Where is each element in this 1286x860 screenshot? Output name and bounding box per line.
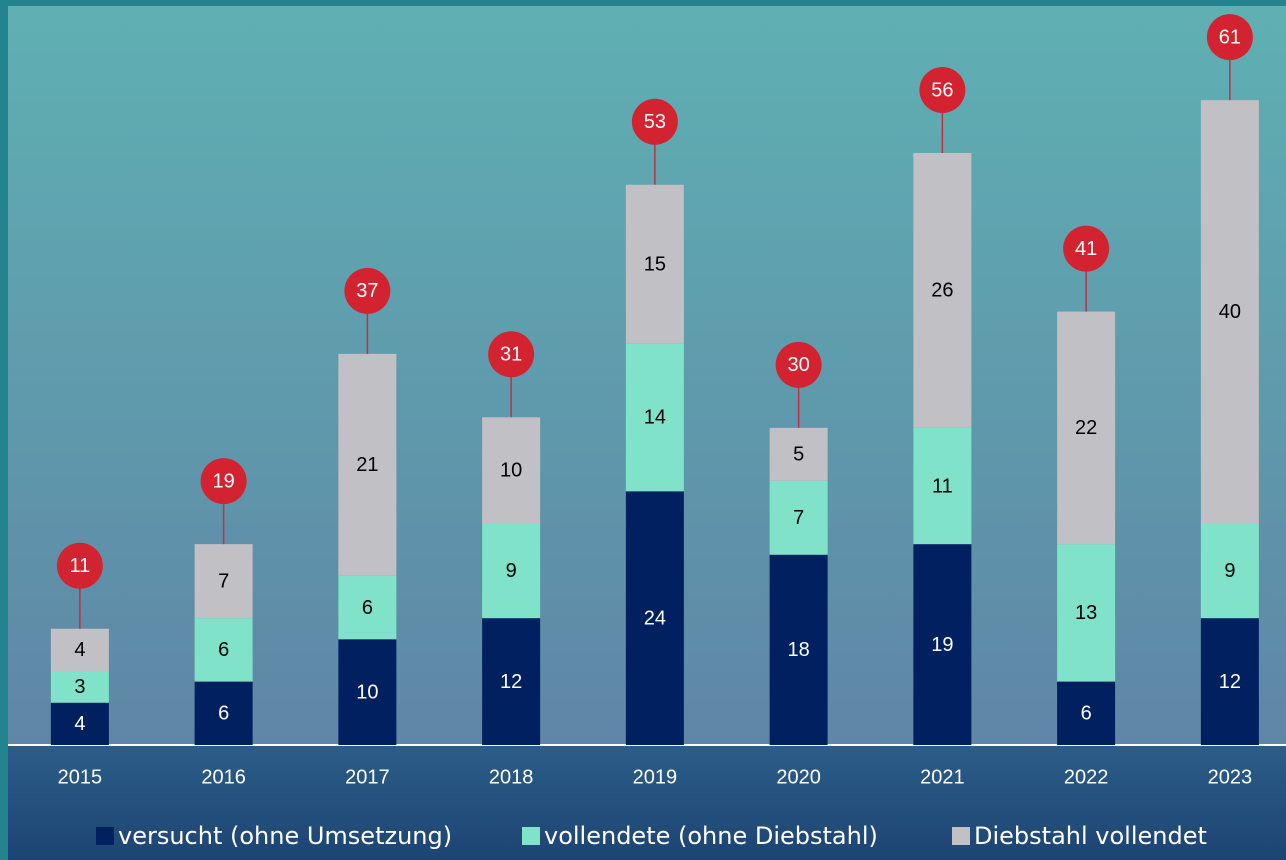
value-label: 14 <box>644 407 666 429</box>
total-label: 53 <box>644 111 666 133</box>
legend-swatch <box>96 827 114 845</box>
total-label: 30 <box>788 354 810 376</box>
total-label: 11 <box>69 555 90 577</box>
bar-segment <box>482 417 541 523</box>
bar-segment <box>913 544 972 745</box>
total-marker <box>1063 225 1110 272</box>
bar-segment <box>194 618 253 682</box>
value-label: 15 <box>644 253 666 275</box>
x-tick-label: 2021 <box>920 766 965 788</box>
bar-segment <box>1200 100 1259 524</box>
value-label: 6 <box>218 639 229 661</box>
bar-segment <box>338 639 397 745</box>
value-label: 3 <box>74 676 85 698</box>
total-label: 31 <box>500 344 522 366</box>
total-marker <box>200 458 247 505</box>
bar-segment <box>913 427 972 545</box>
bar-segment <box>1200 618 1259 745</box>
value-label: 24 <box>644 607 666 629</box>
x-tick-label: 2015 <box>58 766 103 788</box>
value-label: 19 <box>931 634 953 656</box>
value-label: 7 <box>218 570 229 592</box>
total-marker <box>488 331 535 378</box>
bar-segment <box>194 544 253 619</box>
value-label: 18 <box>788 639 810 661</box>
bar-segment <box>625 491 684 745</box>
bar-segment <box>482 618 541 745</box>
legend-swatch <box>522 827 540 845</box>
legend-label: versucht (ohne Umsetzung) <box>118 822 452 850</box>
total-label: 37 <box>356 280 378 302</box>
x-tick-label: 2016 <box>201 766 246 788</box>
value-label: 9 <box>506 560 517 582</box>
value-label: 13 <box>1075 602 1097 624</box>
bar-segment <box>194 681 253 745</box>
bar-segment <box>50 671 109 703</box>
bar-segment <box>50 702 109 745</box>
total-marker <box>919 67 966 113</box>
bar-segment <box>769 480 828 555</box>
value-label: 4 <box>74 713 85 735</box>
value-label: 7 <box>793 507 804 529</box>
value-label: 10 <box>356 681 378 703</box>
value-label: 6 <box>1081 703 1092 725</box>
total-marker <box>344 267 391 314</box>
x-tick-label: 2018 <box>489 766 534 788</box>
total-marker <box>56 542 103 589</box>
bar-segment <box>1057 544 1116 682</box>
bar-segment <box>625 343 684 492</box>
bar-segment <box>625 184 684 344</box>
total-marker <box>775 341 822 388</box>
total-marker <box>1206 14 1253 61</box>
x-tick-label: 2017 <box>345 766 390 788</box>
value-label: 10 <box>500 459 522 481</box>
value-label: 9 <box>1224 560 1235 582</box>
bar-segment <box>482 523 541 619</box>
x-tick-label: 2022 <box>1064 766 1109 788</box>
legend-label: vollendete (ohne Diebstahl) <box>544 822 878 850</box>
value-label: 26 <box>931 280 953 302</box>
bar-segment <box>769 427 828 481</box>
total-label: 41 <box>1075 238 1097 260</box>
value-label: 21 <box>356 454 378 476</box>
bar-segment <box>769 554 828 745</box>
bar-segment <box>338 353 397 576</box>
x-tick-label: 2020 <box>776 766 821 788</box>
value-label: 12 <box>1219 671 1241 693</box>
legend-swatch <box>952 827 970 845</box>
total-label: 19 <box>213 470 235 492</box>
total-label: 61 <box>1219 26 1241 48</box>
x-tick-label: 2019 <box>633 766 678 788</box>
bar-segment <box>1057 681 1116 745</box>
value-label: 40 <box>1219 301 1241 323</box>
total-marker <box>631 98 678 145</box>
value-label: 22 <box>1075 417 1097 439</box>
value-label: 4 <box>74 639 85 661</box>
bar-segment <box>1200 523 1259 619</box>
legend-label: Diebstahl vollendet <box>974 822 1207 850</box>
value-label: 5 <box>793 444 804 466</box>
total-label: 56 <box>931 79 953 101</box>
value-label: 12 <box>500 671 522 693</box>
bar-segment <box>913 153 972 428</box>
footer-background <box>8 746 1286 860</box>
value-label: 6 <box>218 703 229 725</box>
bar-segment <box>338 575 397 640</box>
x-tick-label: 2023 <box>1208 766 1253 788</box>
value-label: 11 <box>932 475 953 497</box>
value-label: 6 <box>362 597 373 619</box>
bar-segment <box>1057 311 1116 545</box>
bar-segment <box>50 628 109 671</box>
